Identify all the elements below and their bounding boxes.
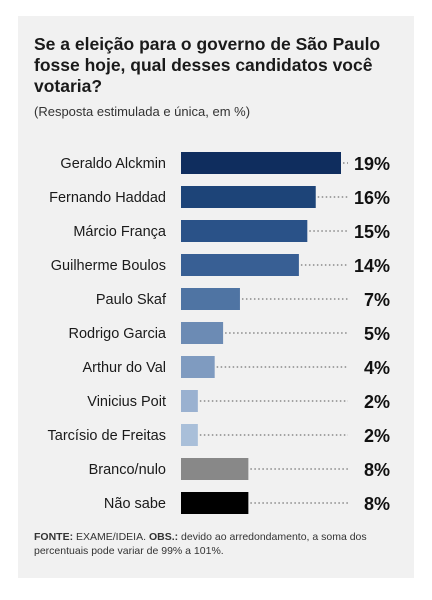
bar bbox=[181, 424, 198, 446]
category-label: Branco/nulo bbox=[89, 462, 166, 478]
value-label: 8% bbox=[364, 460, 390, 480]
obs-label: OBS.: bbox=[148, 531, 179, 543]
chart-card: Se a eleição para o governo de São Paulo… bbox=[18, 16, 414, 578]
category-label: Não sabe bbox=[104, 496, 166, 512]
category-label: Márcio França bbox=[73, 224, 167, 240]
chart-subtitle: (Resposta estimulada e única, em %) bbox=[34, 104, 251, 119]
value-label: 4% bbox=[364, 358, 390, 378]
bar bbox=[181, 390, 198, 412]
value-label: 7% bbox=[364, 290, 390, 310]
category-label: Rodrigo Garcia bbox=[68, 326, 166, 342]
bar bbox=[181, 322, 224, 344]
source-note: FONTE: EXAME/IDEIA. OBS.: devido ao arre… bbox=[34, 530, 406, 558]
value-label: 2% bbox=[364, 392, 390, 412]
category-label: Vinicius Poit bbox=[87, 394, 166, 410]
category-label: Geraldo Alckmin bbox=[60, 156, 166, 172]
bar bbox=[181, 152, 341, 174]
bar-chart: Geraldo Alckmin 19% Fernando Haddad 16% Márc… bbox=[48, 152, 390, 514]
chart-title: Se a eleição para o governo de São Paulo… bbox=[34, 34, 381, 96]
bar bbox=[181, 254, 299, 276]
value-label: 15% bbox=[354, 222, 390, 242]
bar bbox=[181, 186, 316, 208]
value-label: 16% bbox=[354, 188, 390, 208]
category-label: Guilherme Boulos bbox=[51, 258, 166, 274]
bar bbox=[181, 492, 249, 514]
bar bbox=[181, 220, 308, 242]
bar bbox=[181, 458, 249, 480]
category-label: Paulo Skaf bbox=[96, 292, 167, 308]
category-label: Fernando Haddad bbox=[49, 190, 166, 206]
category-label: Tarcísio de Freitas bbox=[48, 428, 166, 444]
bar bbox=[181, 356, 215, 378]
value-label: 19% bbox=[354, 154, 390, 174]
value-label: 8% bbox=[364, 494, 390, 514]
category-label: Arthur do Val bbox=[82, 360, 166, 376]
bar bbox=[181, 288, 240, 310]
value-label: 5% bbox=[364, 324, 390, 344]
obs-text: devido ao arredondamento, a soma dos per… bbox=[34, 531, 367, 557]
source-text: EXAME/IDEIA. bbox=[73, 531, 149, 543]
source-label: FONTE: bbox=[34, 531, 74, 543]
value-label: 2% bbox=[364, 426, 390, 446]
value-label: 14% bbox=[354, 256, 390, 276]
